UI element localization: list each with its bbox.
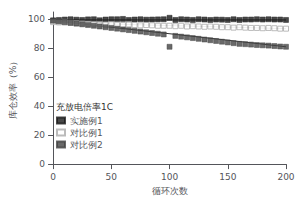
svg-text:80: 80 [34, 43, 46, 53]
svg-text:循环次数: 循环次数 [152, 186, 188, 196]
svg-text:60: 60 [34, 72, 46, 82]
svg-text:充放电倍率1C: 充放电倍率1C [56, 102, 113, 112]
svg-text:实施例1: 实施例1 [70, 116, 103, 126]
svg-text:150: 150 [219, 172, 236, 182]
svg-text:0: 0 [50, 172, 56, 182]
svg-text:库仓效率（%）: 库仓效率（%） [8, 57, 18, 120]
svg-text:40: 40 [34, 101, 46, 111]
svg-text:100: 100 [161, 172, 178, 182]
svg-text:200: 200 [277, 172, 294, 182]
svg-text:50: 50 [106, 172, 118, 182]
svg-text:0: 0 [39, 159, 45, 169]
svg-text:对比例1: 对比例1 [70, 128, 103, 138]
svg-text:20: 20 [34, 130, 46, 140]
svg-text:对比例2: 对比例2 [70, 140, 103, 150]
svg-text:100: 100 [28, 14, 45, 24]
